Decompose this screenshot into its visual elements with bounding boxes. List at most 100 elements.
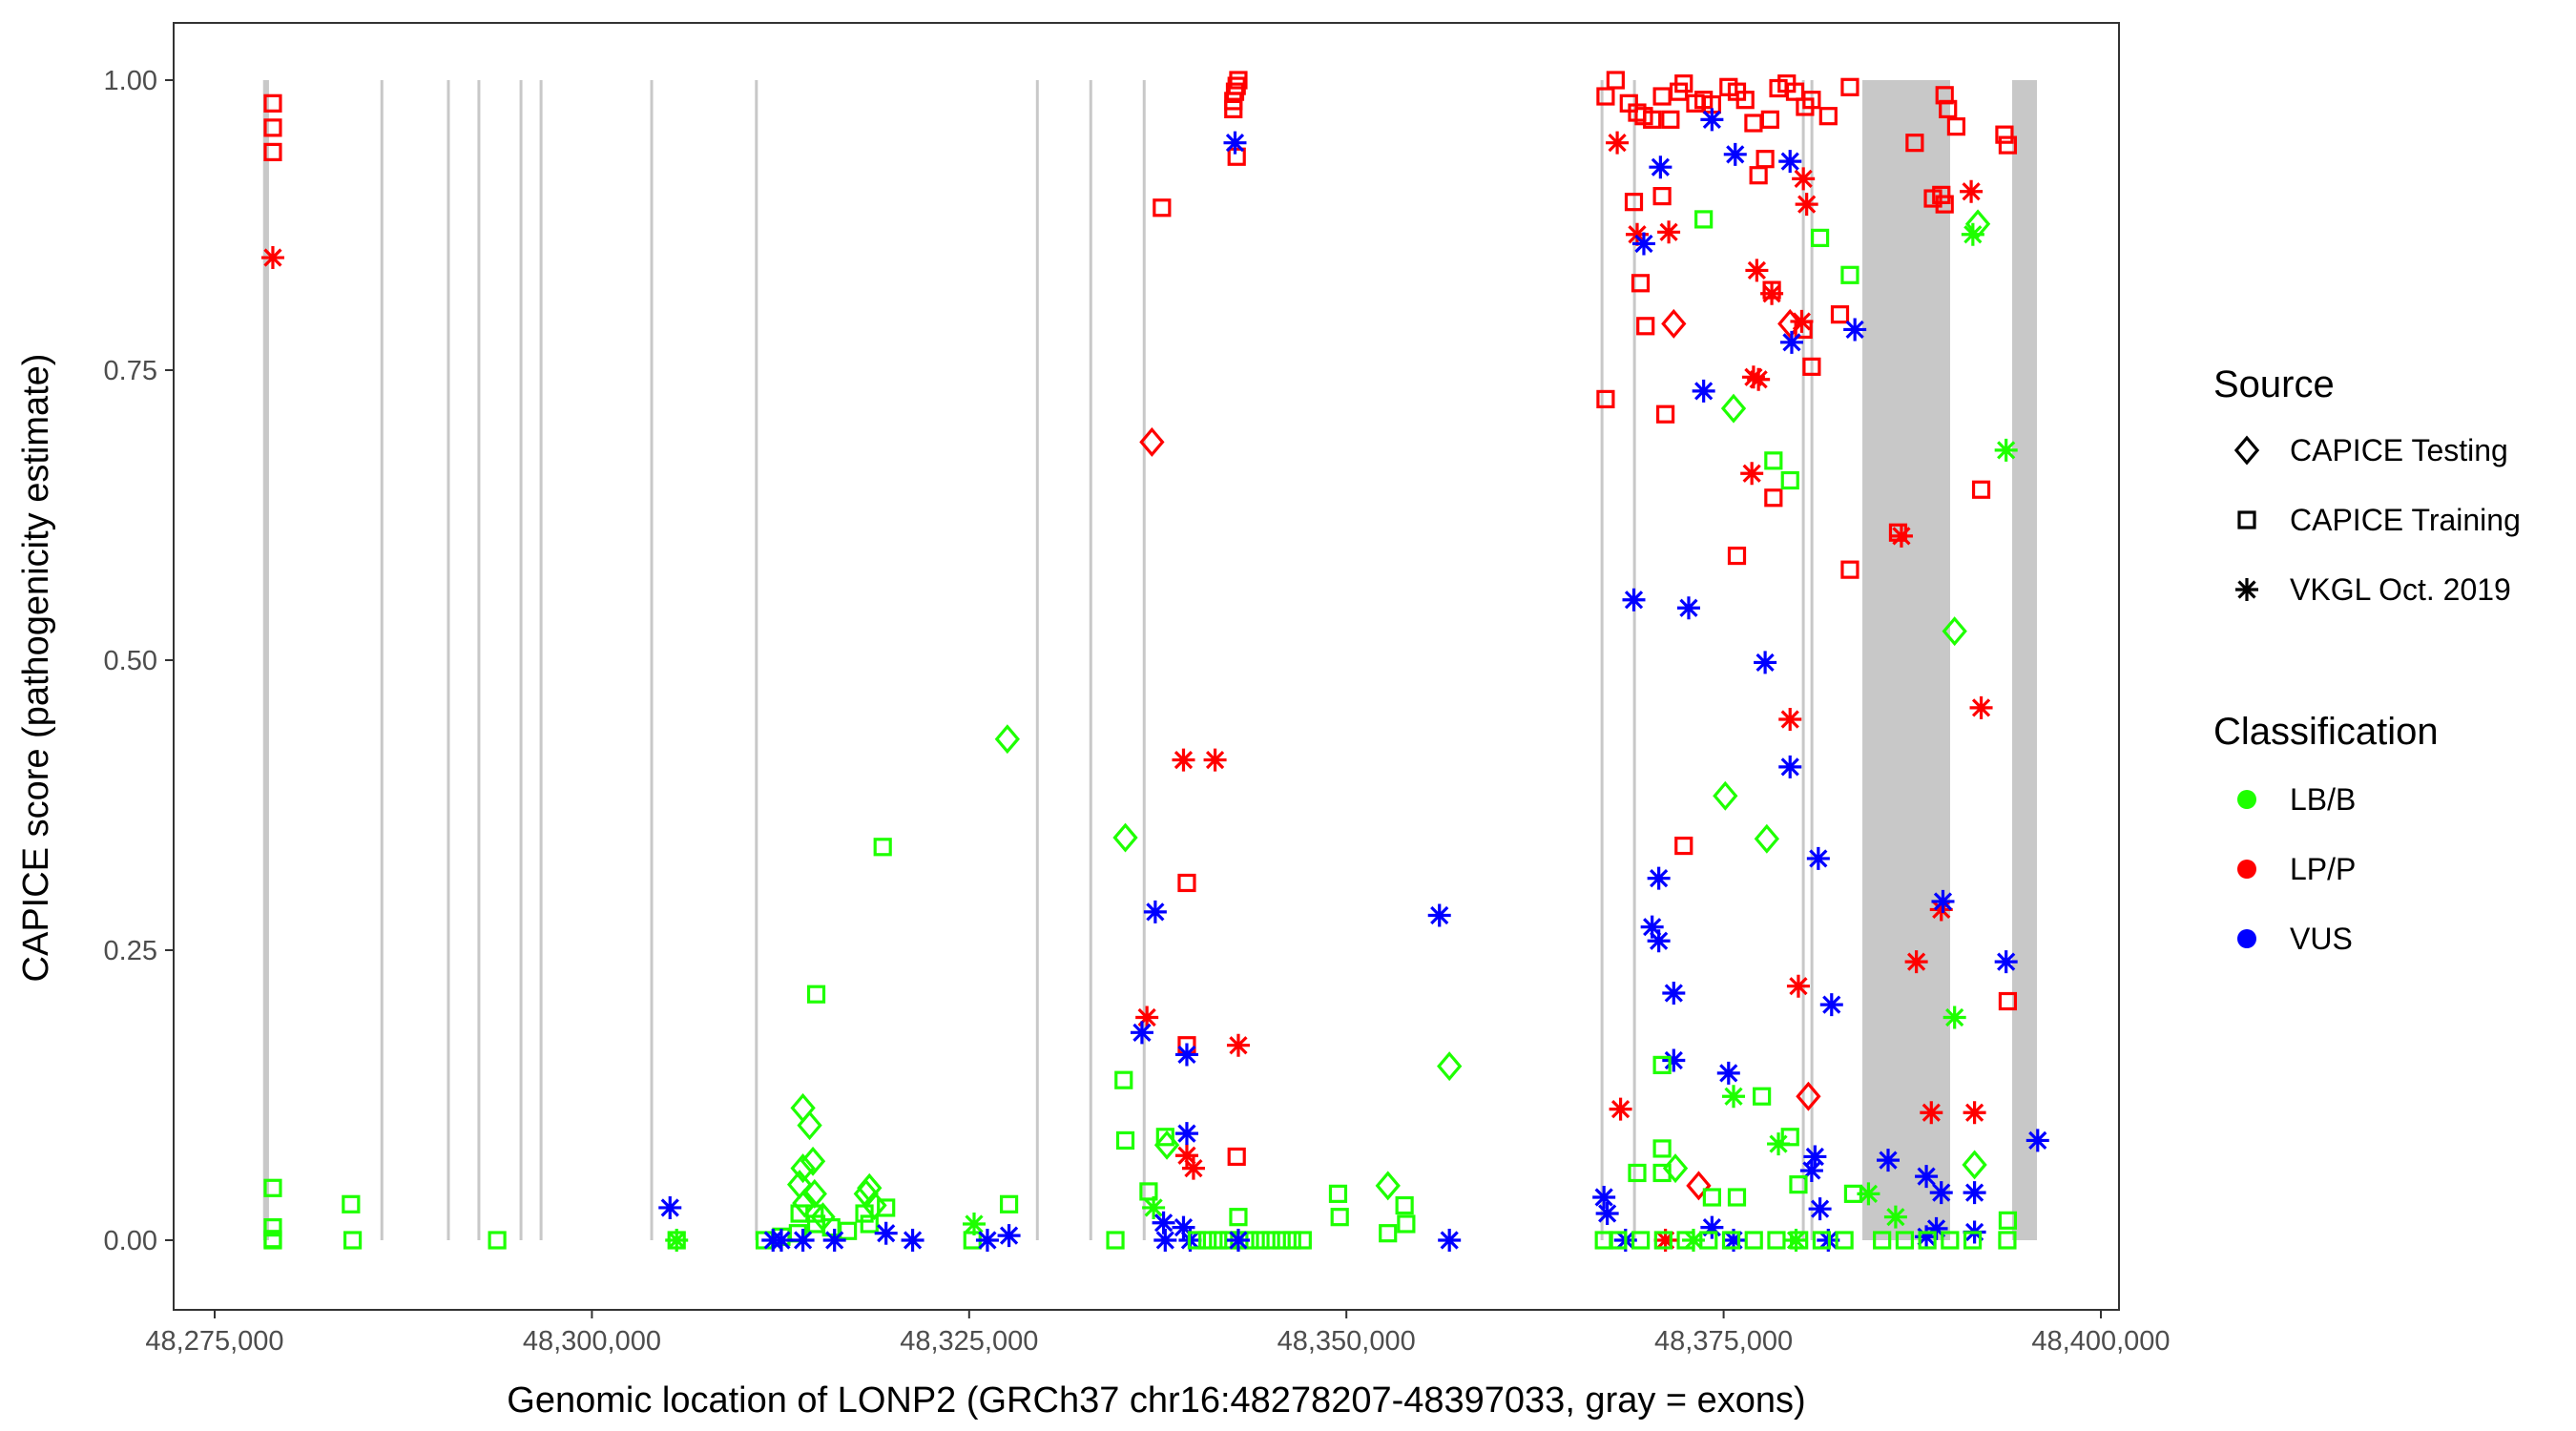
point-asterisk-vus <box>1130 1021 1153 1045</box>
point-asterisk-vus <box>1438 1229 1462 1252</box>
point-asterisk-vus <box>1649 156 1672 179</box>
point-asterisk-vus <box>1994 950 2018 974</box>
point-asterisk-vus <box>1778 150 1802 174</box>
point-square-lp-p <box>1674 74 1693 93</box>
point-square-lb-b <box>1780 1128 1799 1147</box>
point-square-lb-b <box>1293 1231 1312 1250</box>
point-square-lb-b <box>1702 1188 1721 1207</box>
point-diamond-lb-b <box>810 1202 836 1233</box>
point-square-lp-p <box>1227 147 1246 166</box>
exon-9 <box>1035 80 1039 1240</box>
point-diamond-lp-p <box>1777 308 1803 339</box>
point-square-lb-b <box>263 1231 282 1250</box>
point-square-lb-b <box>1628 1163 1647 1183</box>
point-asterisk-vus <box>901 1229 924 1252</box>
point-square-lp-p <box>1840 77 1859 96</box>
point-asterisk-vus <box>1676 596 1700 620</box>
point-square-lb-b <box>1114 1070 1133 1089</box>
x-tick-label: 48,400,000 <box>2031 1326 2170 1357</box>
point-asterisk-vus <box>1662 981 1686 1005</box>
y-tick-label: 1.00 <box>104 66 157 96</box>
x-axis-title: Genomic location of LONP2 (GRCh37 chr16:… <box>507 1380 1805 1421</box>
point-asterisk-lp-p <box>1786 974 1810 998</box>
point-square-lp-p <box>1643 110 1662 129</box>
point-square-lb-b <box>1812 1231 1832 1250</box>
point-square-lb-b <box>1209 1231 1228 1250</box>
point-square-lb-b <box>806 1214 826 1234</box>
points-layer <box>260 71 2049 1252</box>
legend-item-lp-p: LP/P <box>2237 852 2356 886</box>
point-square-lp-p <box>1636 317 1655 336</box>
point-square-lp-p <box>1935 195 1954 214</box>
point-asterisk-vus <box>1843 318 1867 342</box>
point-square-lp-p <box>1661 110 1680 129</box>
point-diamond-lb-b <box>1720 393 1747 424</box>
point-square-lb-b <box>1694 210 1714 229</box>
point-square-lp-p <box>263 93 282 113</box>
point-square-lp-p <box>1760 110 1779 129</box>
point-asterisk-vus <box>1152 1211 1175 1234</box>
point-square-lb-b <box>342 1194 361 1213</box>
point-asterisk-lb-b <box>1857 1182 1880 1206</box>
x-tick-label: 48,275,000 <box>145 1326 283 1357</box>
point-asterisk-vus <box>1592 1186 1616 1210</box>
exon-10 <box>1089 80 1092 1240</box>
point-asterisk-lb-b <box>1784 1229 1808 1252</box>
point-asterisk-vus <box>1924 1216 1948 1240</box>
point-asterisk-lp-p <box>1778 708 1802 732</box>
point-asterisk-vus <box>997 1224 1021 1248</box>
point-diamond-lb-b <box>801 1178 827 1209</box>
point-square-lp-p <box>1905 134 1924 153</box>
point-asterisk-vus <box>1172 1215 1195 1239</box>
point-asterisk-vus <box>1723 142 1747 166</box>
point-square-lb-b <box>1998 1211 2018 1230</box>
point-diamond-lb-b <box>994 724 1020 755</box>
exon-12 <box>1600 80 1604 1240</box>
square-icon <box>2237 510 2256 529</box>
point-asterisk-vus <box>1806 846 1830 870</box>
point-asterisk-vus <box>1174 1043 1198 1067</box>
point-asterisk-lp-p <box>1606 131 1630 155</box>
legend-label: LB/B <box>2290 782 2356 817</box>
point-square-lp-p <box>1971 480 1991 499</box>
point-square-lb-b <box>1115 1130 1135 1151</box>
point-square-lb-b <box>1609 1231 1628 1250</box>
point-asterisk-vus <box>1803 1145 1827 1169</box>
point-square-lb-b <box>1780 470 1799 490</box>
point-diamond-lb-b <box>1713 780 1738 811</box>
point-square-lp-p <box>1830 305 1850 324</box>
point-square-lb-b <box>263 1178 282 1197</box>
point-square-lp-p <box>1596 389 1615 408</box>
point-square-lb-b <box>1379 1224 1398 1243</box>
point-square-lb-b <box>806 985 826 1004</box>
point-square-lp-p <box>1818 107 1838 126</box>
exon-3 <box>447 80 450 1240</box>
point-asterisk-vus <box>1143 900 1167 923</box>
point-square-lp-p <box>1995 125 2014 144</box>
point-square-lb-b <box>1272 1231 1291 1250</box>
point-square-lb-b <box>1328 1184 1348 1203</box>
point-asterisk-vus <box>1692 379 1715 403</box>
point-diamond-lp-p <box>1661 308 1687 339</box>
point-asterisk-vus <box>1700 108 1724 132</box>
point-square-lb-b <box>1941 1231 1960 1250</box>
point-asterisk-lp-p <box>1969 695 1993 719</box>
point-asterisk-lb-b <box>1681 1229 1705 1252</box>
point-asterisk-lp-p <box>1657 220 1681 244</box>
point-diamond-lb-b <box>1662 1153 1689 1184</box>
legend-label: VUS <box>2290 922 2353 956</box>
y-tick-label: 0.50 <box>104 646 157 676</box>
point-square-lb-b <box>343 1231 363 1250</box>
point-diamond-lb-b <box>1112 822 1138 853</box>
point-square-lp-p <box>1998 991 2018 1011</box>
legend-classification-title: Classification <box>2213 711 2439 753</box>
point-square-lp-p <box>1674 836 1693 856</box>
point-asterisk-lp-p <box>1889 524 1913 548</box>
point-asterisk-vus <box>1808 1197 1832 1221</box>
point-asterisk-vus <box>1647 929 1671 953</box>
point-asterisk-vus <box>769 1229 793 1252</box>
exon-14 <box>1801 80 1805 1240</box>
point-square-lp-p <box>1177 873 1196 893</box>
point-asterisk-vus <box>975 1229 999 1252</box>
point-square-lb-b <box>877 1198 896 1217</box>
